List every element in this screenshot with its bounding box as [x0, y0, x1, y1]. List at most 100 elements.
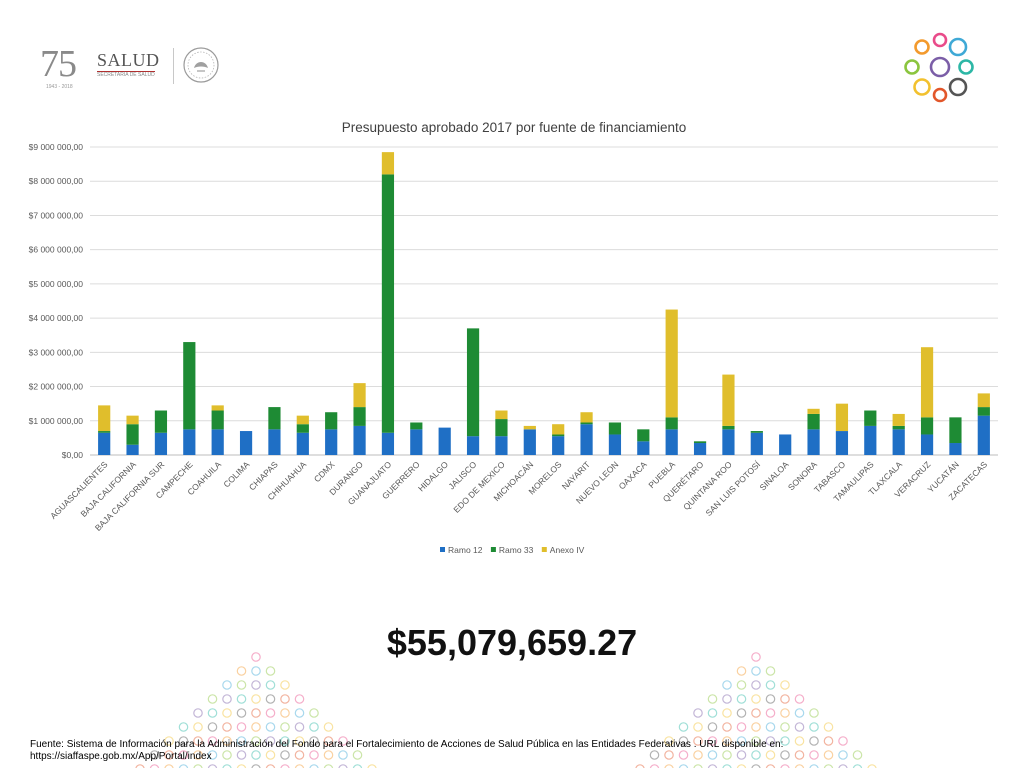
y-tick-label: $5 000 000,00 — [29, 279, 84, 289]
bar-ramo-12-baja-california — [126, 444, 139, 455]
pattern-ring-icon — [809, 722, 819, 732]
bar-ramo-33-durango — [353, 407, 366, 426]
pattern-ring-icon — [838, 764, 848, 768]
pattern-ring-icon — [280, 736, 290, 746]
pattern-ring-icon — [294, 750, 305, 760]
ring-icon — [948, 37, 968, 57]
pattern-ring-icon — [352, 750, 363, 760]
bar-anexo-iv-veracruz — [920, 347, 934, 418]
anniversary-logo: 75 — [40, 43, 77, 85]
pattern-ring-icon — [765, 736, 776, 746]
ring-icon — [929, 56, 951, 78]
pattern-ring-icon — [309, 750, 319, 760]
pattern-ring-icon — [664, 750, 674, 760]
bar-anexo-iv-aguascalientes — [98, 405, 111, 432]
y-axis-ticks: $0,00 $1 000 000,00 $2 000 000,00 $3 000 00… — [29, 142, 84, 460]
pattern-ring-icon — [309, 722, 319, 732]
bar-ramo-33-baja-california — [126, 424, 139, 445]
total-budget-value: $55,079,659.27 — [386, 622, 638, 663]
bar-ramo-33-nuevo-leon — [608, 422, 622, 435]
logo-divider — [173, 48, 174, 84]
bar-anexo-iv-nayarit — [580, 412, 593, 423]
bar-ramo-12-tabasco — [835, 431, 849, 455]
pattern-ring-icon — [265, 764, 276, 768]
pattern-ring-icon — [722, 722, 732, 732]
pattern-ring-icon — [251, 694, 261, 704]
pattern-ring-icon — [693, 736, 703, 746]
pattern-ring-icon — [722, 750, 732, 760]
pattern-ring-icon — [693, 750, 703, 760]
pattern-ring-icon — [236, 750, 247, 760]
pattern-ring-icon — [164, 750, 174, 760]
pattern-ring-icon — [207, 750, 218, 760]
pattern-ring-icon — [251, 666, 261, 676]
ring-icon — [948, 77, 968, 97]
pattern-ring-icon — [265, 666, 276, 676]
bar-ramo-33-cdmx — [325, 412, 338, 430]
pattern-ring-icon — [265, 694, 276, 704]
bar-ramo-12-quintana-roo — [722, 429, 735, 455]
pattern-ring-icon — [751, 708, 761, 718]
pattern-ring-icon — [794, 736, 805, 746]
pattern-ring-icon — [222, 736, 232, 746]
pattern-ring-icon — [236, 722, 247, 732]
bar-ramo-12-baja-california-sur — [154, 432, 168, 455]
pattern-ring-icon — [265, 736, 276, 746]
pattern-ring-icon — [338, 764, 348, 768]
pattern-ring-icon — [780, 694, 790, 704]
pattern-ring-icon — [751, 764, 761, 768]
pattern-ring-icon — [780, 680, 790, 690]
bar-ramo-12-nuevo-leon — [608, 434, 622, 455]
pattern-ring-icon — [193, 708, 203, 718]
bar-ramo-33-edo-de-mexico — [495, 419, 508, 437]
pattern-ring-icon — [207, 708, 218, 718]
bar-ramo-33-tamaulipas — [864, 410, 877, 426]
pattern-ring-icon — [823, 750, 834, 760]
bar-anexo-iv-tlaxcala — [892, 413, 905, 426]
bar-ramo-12-jalisco — [466, 436, 480, 455]
pattern-ring-icon — [678, 764, 689, 768]
bar-ramo-33-oaxaca — [637, 429, 650, 442]
pattern-ring-icon — [765, 764, 776, 768]
bar-anexo-iv-edo-de-mexico — [495, 410, 508, 420]
pattern-ring-icon — [707, 750, 718, 760]
bar-ramo-12-zacatecas — [977, 415, 990, 455]
bar-ramo-33-yucatan — [949, 417, 962, 444]
chart-gridlines — [90, 146, 998, 456]
pattern-ring-icon — [736, 708, 747, 718]
pattern-ring-icon — [178, 764, 189, 768]
pattern-ring-icon — [794, 722, 805, 732]
bar-ramo-12-edo-de-mexico — [495, 436, 508, 455]
bar-ramo-12-yucatan — [949, 443, 962, 455]
bar-ramo-12-guanajuato — [381, 432, 395, 455]
pattern-ring-icon — [309, 736, 319, 746]
pattern-ring-icon — [707, 694, 718, 704]
pattern-ring-icon — [265, 750, 276, 760]
pattern-ring-icon — [236, 736, 247, 746]
pattern-ring-icon — [280, 708, 290, 718]
pattern-ring-icon — [323, 736, 334, 746]
ring-icon — [932, 87, 948, 103]
national-seal-icon — [183, 47, 219, 83]
bar-ramo-12-chiapas — [268, 429, 281, 455]
pattern-ring-icon — [736, 750, 747, 760]
ministry-subtitle: SECRETARÍA DE SALUD — [97, 72, 155, 78]
pattern-ring-icon — [236, 764, 247, 768]
pattern-ring-icon — [823, 722, 834, 732]
pattern-ring-icon — [178, 750, 189, 760]
bar-ramo-33-coahuila — [211, 410, 224, 430]
pattern-ring-icon — [736, 722, 747, 732]
ministry-logo-underline — [97, 71, 155, 72]
pattern-ring-icon — [765, 750, 776, 760]
pattern-ring-icon — [722, 708, 732, 718]
bar-ramo-33-veracruz — [920, 417, 934, 435]
pattern-ring-icon — [265, 708, 276, 718]
pattern-ring-icon — [751, 736, 761, 746]
pattern-ring-icon — [707, 722, 718, 732]
x-tick-label: OAXACA — [617, 459, 649, 491]
pattern-ring-icon — [780, 722, 790, 732]
bar-ramo-12-tamaulipas — [864, 425, 877, 455]
pattern-ring-icon — [707, 736, 718, 746]
pattern-ring-icon — [222, 680, 232, 690]
pattern-ring-icon — [207, 694, 218, 704]
